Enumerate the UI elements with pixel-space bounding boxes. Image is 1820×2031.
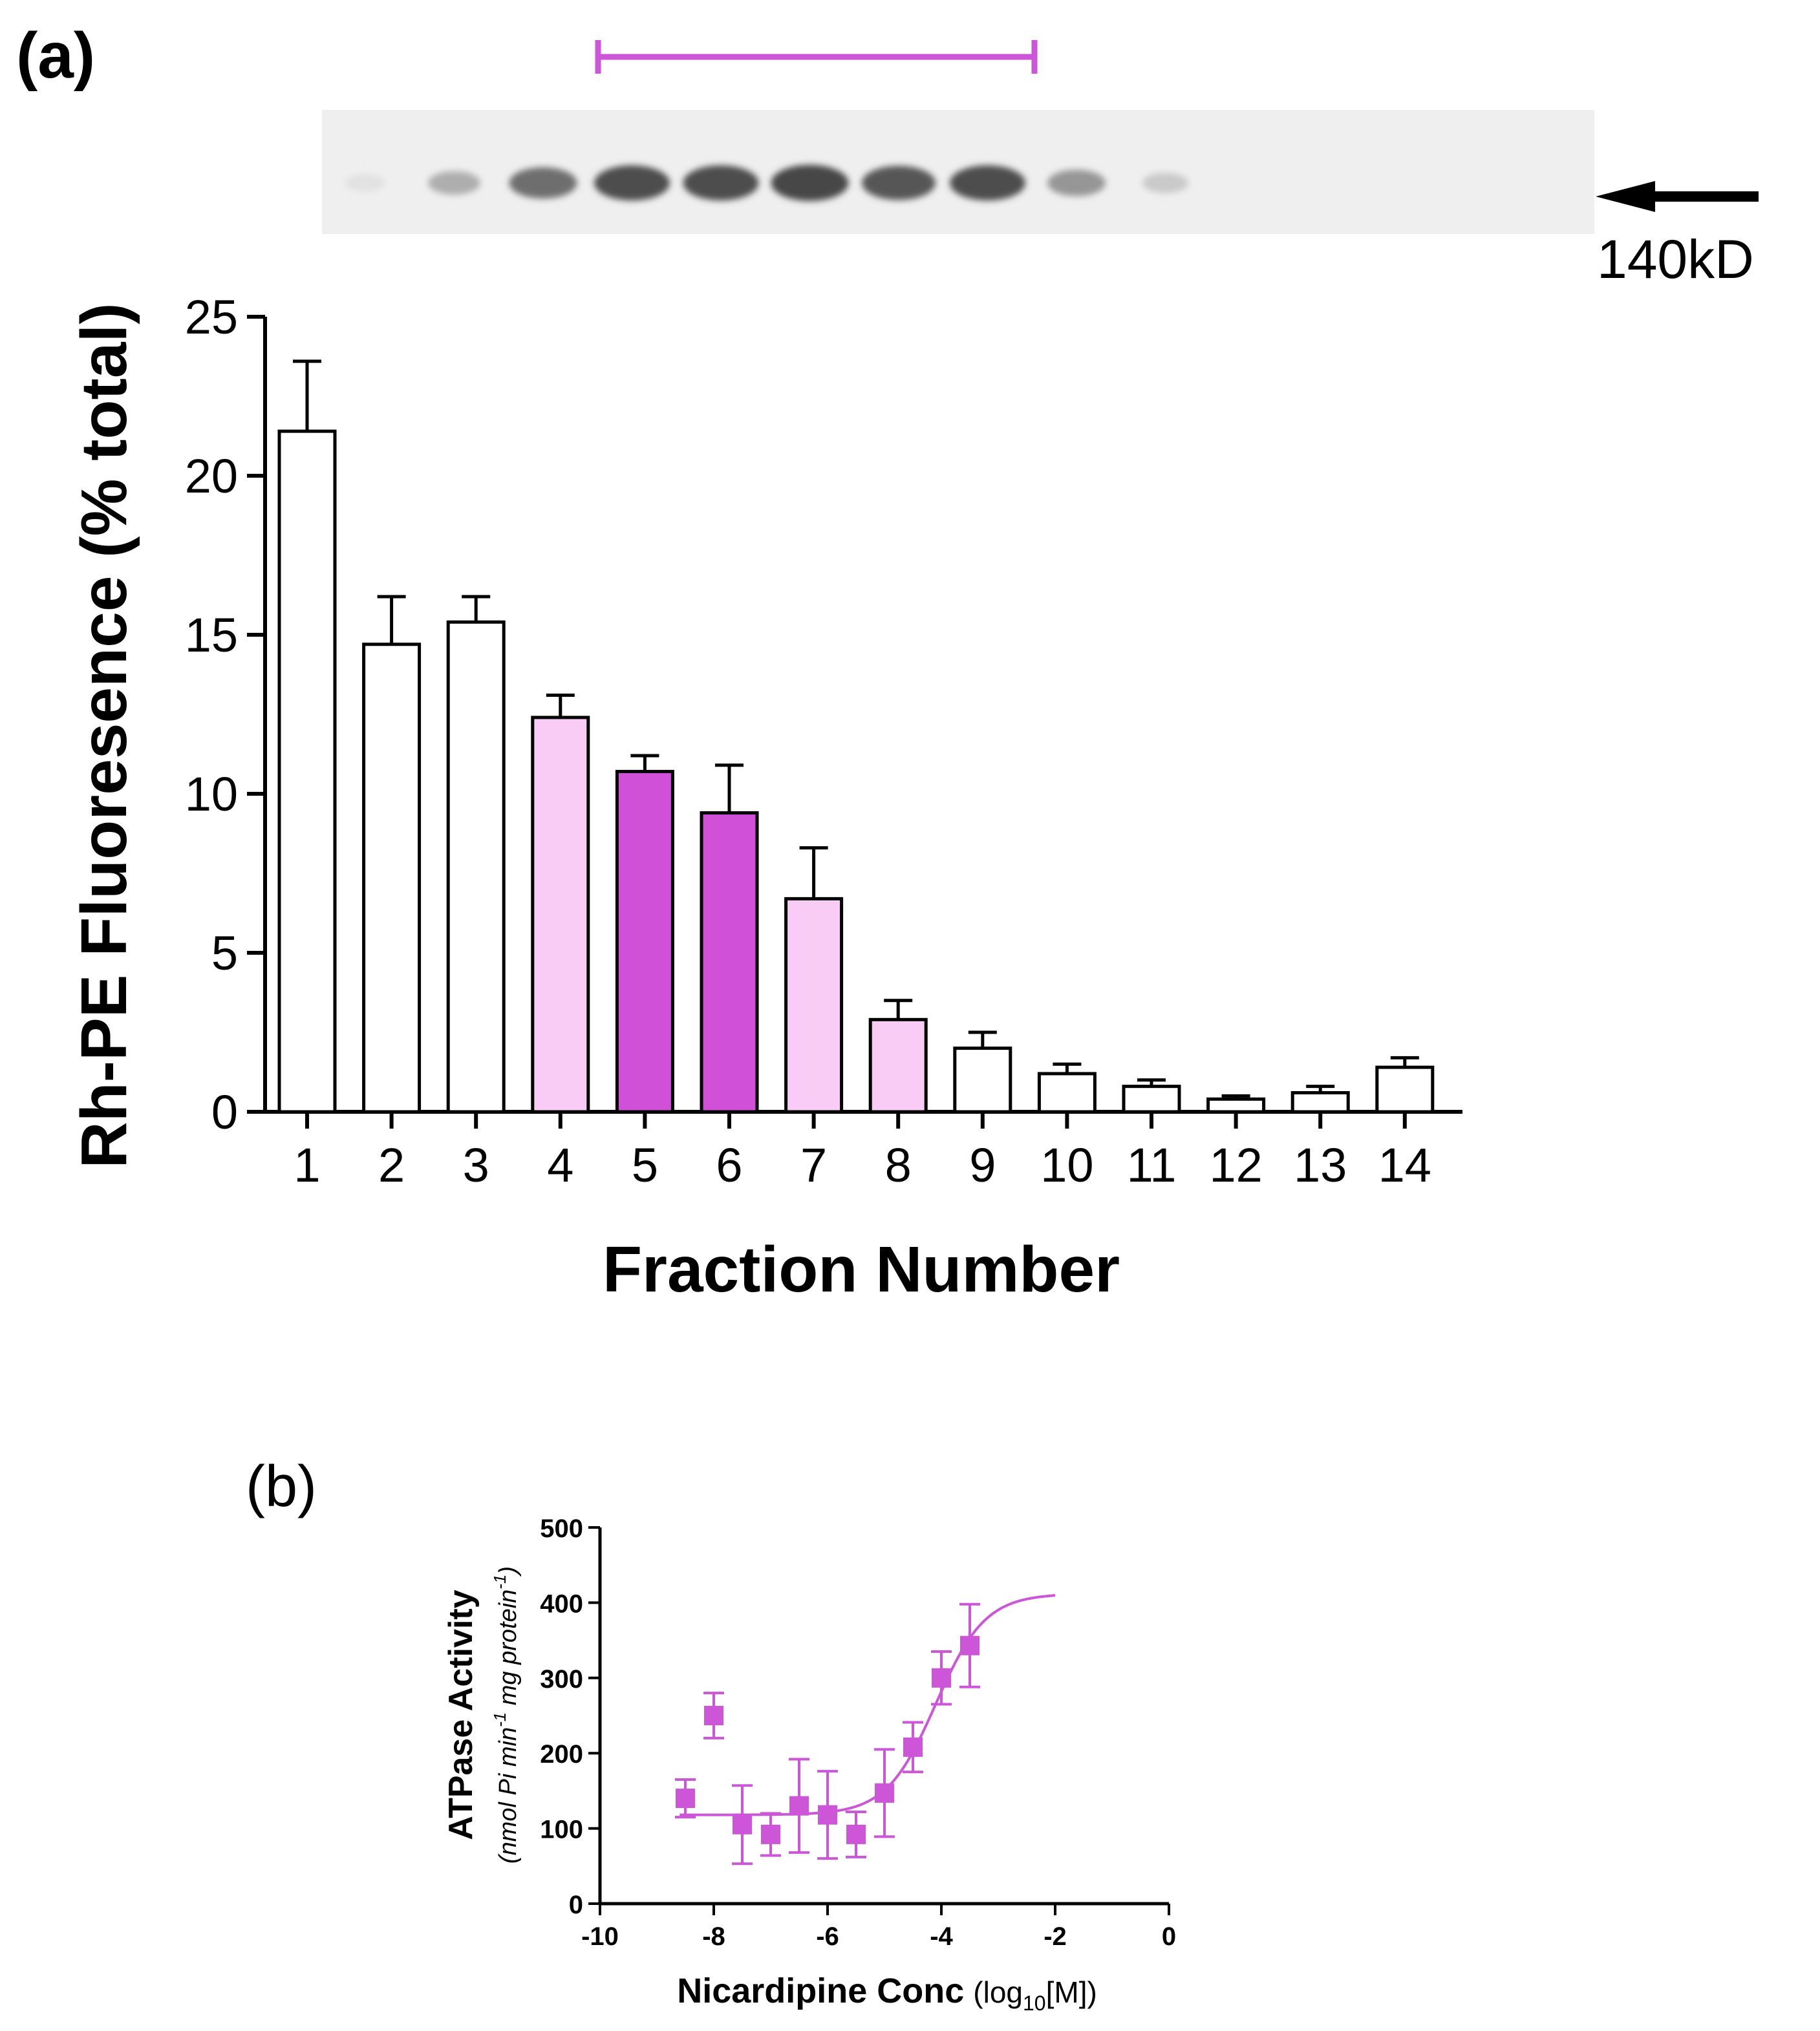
data-point	[875, 1783, 894, 1803]
bar-x-tick-label: 11	[1127, 1138, 1177, 1192]
bar-y-tick-label: 25	[185, 290, 238, 344]
data-point	[846, 1825, 866, 1844]
data-point	[733, 1815, 752, 1834]
scatter-y-tick-label: 100	[540, 1816, 583, 1844]
bar-x-tick-label: 1	[294, 1138, 320, 1192]
bar	[1377, 1067, 1433, 1112]
scatter-y-tick-label: 300	[540, 1665, 583, 1694]
data-point	[818, 1805, 837, 1825]
bar-y-axis-label: Rh-PE Fluoresence (% total)	[68, 303, 140, 1168]
bar-x-tick-label: 13	[1294, 1138, 1347, 1192]
bar-x-tick-label: 14	[1378, 1138, 1431, 1192]
data-point	[761, 1825, 780, 1844]
y-unit-pre: (nmol Pi min	[495, 1727, 522, 1864]
scatter-y-axis-label-group: ATPase Activity	[442, 1590, 480, 1840]
blot-band	[428, 171, 480, 195]
scatter-x-tick-label: -10	[581, 1922, 619, 1951]
bar-x-tick-label: 2	[378, 1138, 405, 1192]
bar	[701, 813, 757, 1112]
bar	[364, 644, 420, 1112]
scatter-y-tick-label: 400	[540, 1590, 583, 1618]
bar-x-tick-label: 3	[463, 1138, 489, 1192]
scatter-y-tick-label: 500	[540, 1515, 583, 1543]
bar	[1208, 1099, 1264, 1112]
bar-x-tick-label: 10	[1040, 1138, 1093, 1192]
fraction-bracket	[598, 40, 1034, 74]
bar-x-tick-label: 8	[885, 1138, 912, 1192]
bar	[955, 1048, 1011, 1112]
data-point	[704, 1706, 723, 1725]
blot-band	[683, 165, 759, 201]
bar-y-tick-label: 15	[185, 608, 238, 662]
blot-band	[345, 175, 385, 192]
bar	[533, 718, 588, 1112]
western-blot	[322, 110, 1594, 234]
blot-band	[862, 166, 936, 200]
scatter-y-tick-label: 200	[540, 1740, 583, 1769]
blot-band	[509, 167, 577, 199]
fit-curve	[680, 1595, 1055, 1815]
bar	[279, 431, 335, 1112]
bar-x-tick-label: 7	[800, 1138, 827, 1192]
y-unit-sup2: -1	[490, 1575, 509, 1590]
panel-b-label: (b)	[246, 1454, 317, 1519]
data-point	[960, 1636, 980, 1655]
data-point	[903, 1738, 923, 1757]
scatter-y-unit-group: (nmol Pi min-1 mg protein-1)	[490, 1566, 522, 1864]
blot-band	[1142, 173, 1188, 193]
y-unit-sup1: -1	[490, 1712, 509, 1727]
marker-arrow	[1596, 181, 1759, 212]
bar-y-tick-label: 10	[185, 767, 238, 821]
bar-y-tick-label: 5	[211, 926, 238, 980]
x-label-pre: (log	[973, 1975, 1023, 2009]
bar-chart: Rh-PE Fluoresence (% total) Fraction Num…	[68, 290, 1462, 1306]
x-label-main: Nicardipine Conc	[677, 1972, 964, 2010]
bar-x-tick-label: 6	[716, 1138, 742, 1192]
x-label-post: [M])	[1046, 1975, 1097, 2009]
blot-band	[1047, 170, 1106, 197]
panel-a: (a) 140kD Rh-PE Fluoresence (% total) Fr…	[16, 19, 1759, 1306]
bar	[1039, 1074, 1095, 1112]
bar	[870, 1019, 926, 1112]
figure: (a) 140kD Rh-PE Fluoresence (% total) Fr…	[0, 0, 1820, 2031]
marker-label: 140kD	[1597, 229, 1754, 290]
scatter-y-tick-label: 0	[569, 1891, 583, 1919]
scatter-x-axis-label: Nicardipine Conc (log10[M])	[677, 1972, 1097, 2015]
bar-x-tick-label: 4	[547, 1138, 573, 1192]
scatter-y-axis-label: ATPase Activity	[442, 1590, 480, 1840]
bar	[786, 899, 842, 1112]
bar-x-tick-label: 12	[1209, 1138, 1262, 1192]
blot-band	[950, 165, 1025, 201]
scatter-x-tick-label: -2	[1044, 1922, 1067, 1951]
bar-y-tick-label: 20	[185, 449, 238, 503]
x-label-sub: 10	[1023, 1992, 1046, 2015]
panel-b: (b) ATPase Activity (nmol Pi min-1 mg pr…	[246, 1454, 1176, 2015]
scatter-x-tick-label: -8	[702, 1922, 725, 1951]
bar-x-tick-label: 9	[969, 1138, 996, 1192]
scatter-x-tick-label: -4	[930, 1922, 953, 1951]
arrow-head	[1596, 181, 1655, 212]
scatter-y-axis-unit: (nmol Pi min-1 mg protein-1)	[490, 1566, 522, 1864]
bar	[448, 622, 504, 1112]
bar	[617, 772, 672, 1112]
scatter-x-tick-label: -6	[816, 1922, 839, 1951]
bar	[1124, 1087, 1179, 1112]
scatter-x-tick-label: 0	[1162, 1922, 1176, 1951]
bar-x-tick-label: 5	[632, 1138, 658, 1192]
bar-x-axis-label: Fraction Number	[603, 1233, 1120, 1306]
data-point	[676, 1789, 695, 1808]
blot-band	[771, 165, 849, 201]
bar-y-tick-label: 0	[211, 1085, 238, 1139]
data-point	[932, 1668, 951, 1688]
panel-a-label: (a)	[16, 19, 95, 92]
blot-band	[594, 165, 670, 201]
y-unit-mid: mg protein	[495, 1590, 522, 1712]
bar	[1292, 1092, 1348, 1112]
dose-response-chart: ATPase Activity (nmol Pi min-1 mg protei…	[442, 1515, 1176, 2015]
data-point	[789, 1796, 809, 1816]
